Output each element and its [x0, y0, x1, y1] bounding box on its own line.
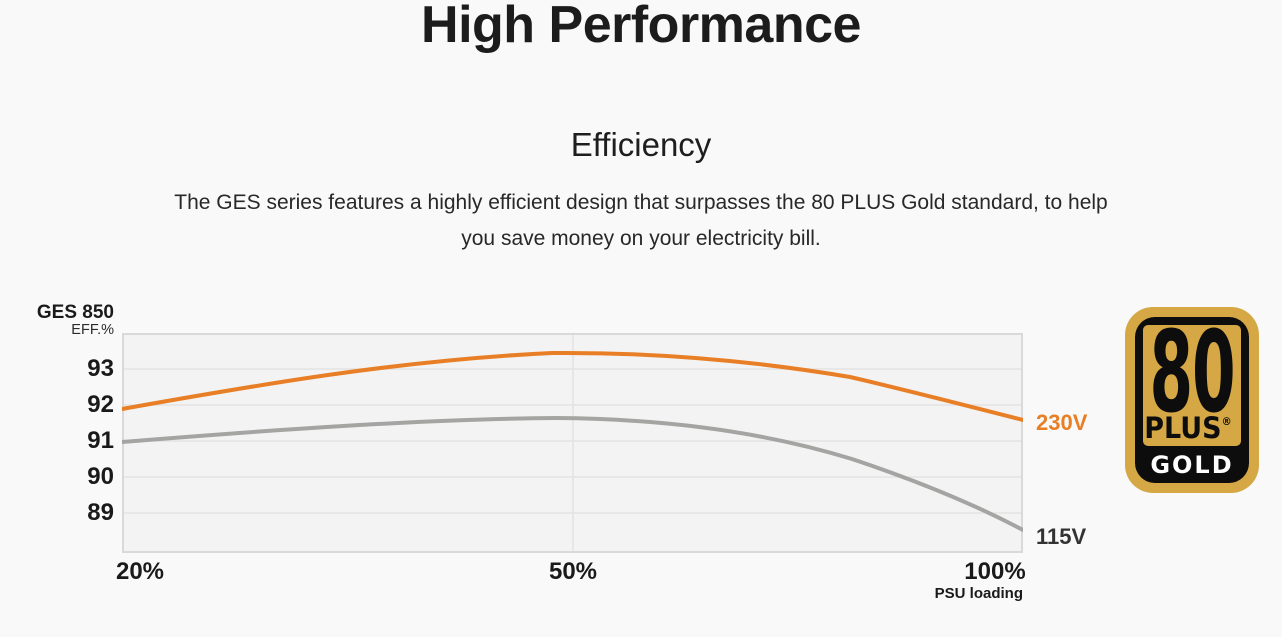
description-line-1: The GES series features a highly efficie… — [174, 191, 1108, 214]
80-plus-gold-badge: 80 PLUS® GOLD — [1125, 307, 1259, 493]
x-tick-20: 20% — [115, 558, 165, 585]
description-text: The GES series features a highly efficie… — [0, 185, 1282, 257]
section-title: Efficiency — [570, 126, 712, 163]
y-tick-91: 91 — [87, 427, 114, 454]
badge-tier-label: GOLD — [1150, 451, 1233, 479]
x-axis-title: PSU loading — [934, 585, 1023, 602]
y-tick-89: 89 — [87, 499, 114, 526]
y-tick-93: 93 — [87, 355, 114, 382]
badge-number: 80 — [1149, 309, 1234, 439]
series-label-230v: 230V — [1036, 410, 1088, 435]
page-title: High Performance — [421, 0, 861, 54]
series-label-115v: 115V — [1036, 524, 1087, 549]
y-tick-90: 90 — [87, 463, 114, 490]
description-line-2: you save money on your electricity bill. — [461, 227, 821, 250]
x-tick-50: 50% — [548, 558, 598, 585]
line-115v — [122, 415, 1023, 532]
line-230v — [122, 350, 1023, 422]
efficiency-line-chart — [122, 333, 1023, 553]
badge-plus-label: PLUS® — [1144, 411, 1232, 445]
x-tick-100: 100% — [964, 558, 1026, 585]
y-axis-title: EFF.% — [71, 322, 114, 338]
badge-gold-panel — [1143, 325, 1241, 446]
chart-model-label: GES 850 — [36, 302, 114, 323]
gridlines — [124, 335, 1021, 551]
y-tick-92: 92 — [87, 391, 114, 418]
